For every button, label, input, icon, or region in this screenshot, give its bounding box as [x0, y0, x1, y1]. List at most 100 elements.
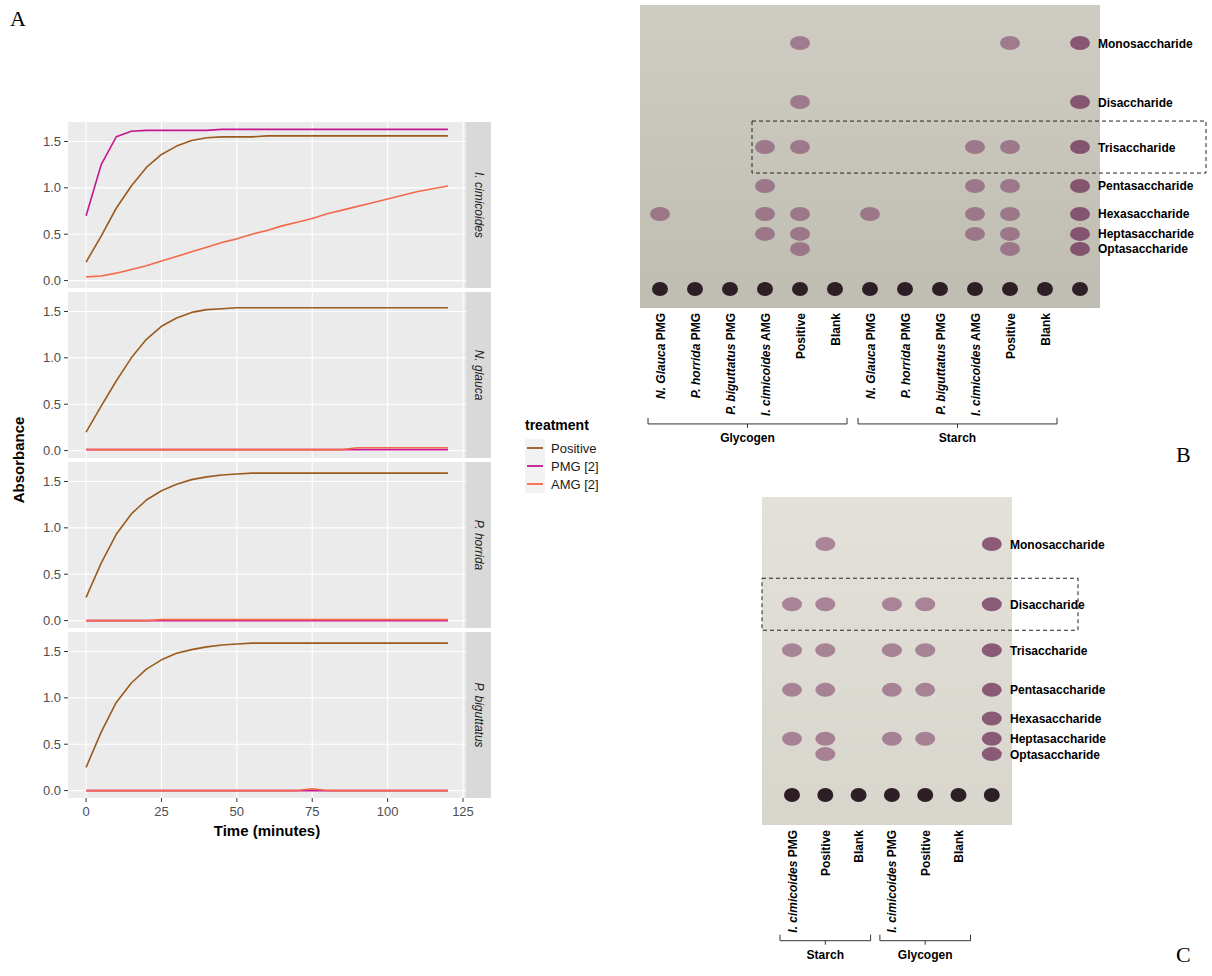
grid-line: [387, 632, 388, 798]
grid-line: [86, 292, 87, 458]
plot-background: [68, 462, 466, 628]
species: I. cimicoides: [759, 344, 773, 416]
tick: [64, 697, 68, 698]
tick-label: 0.0: [43, 273, 61, 288]
series-line: [86, 789, 448, 791]
lane-label: P. horrida PMG: [689, 313, 703, 398]
tlc-spot: [915, 683, 935, 697]
tlc-spot: [790, 95, 810, 109]
tlc-spot: [815, 643, 835, 657]
grid-line: [462, 292, 463, 458]
tick-label: 1.5: [43, 304, 61, 319]
lane-label: P. biguttatus PMG: [934, 313, 948, 415]
grid-line: [161, 632, 162, 798]
grid-line: [462, 462, 463, 628]
plot-background: [68, 632, 466, 798]
tlc-spot: [1000, 36, 1020, 50]
tlc-spot: [790, 242, 810, 256]
grid-line: [68, 527, 466, 528]
lane-label: P. horrida PMG: [899, 313, 913, 398]
ladder-spot: [982, 711, 1002, 725]
tick-label: 50: [230, 804, 244, 819]
lane-label: Positive: [919, 830, 933, 876]
tlc-spot: [815, 747, 835, 761]
species: P. horrida: [899, 343, 913, 398]
tick: [312, 798, 313, 802]
lines: [86, 473, 448, 620]
band-label: Monosaccharide: [1098, 37, 1193, 51]
grid-line: [462, 122, 463, 288]
origin-spot: [757, 282, 773, 296]
series-line: [86, 643, 448, 767]
origin-spot: [792, 282, 808, 296]
tick: [86, 798, 87, 802]
tlc-spot: [965, 179, 985, 193]
ladder-spot: [1070, 140, 1090, 154]
grid-line: [236, 122, 237, 288]
tlc-spot: [782, 597, 802, 611]
band-label: Trisaccharide: [1098, 141, 1176, 155]
lines: [86, 308, 448, 450]
origin-spot: [884, 788, 900, 802]
tlc-spot: [915, 597, 935, 611]
series-line: [86, 136, 448, 262]
band-label: Pentasaccharide: [1098, 179, 1194, 193]
ladder-spot: [982, 537, 1002, 551]
origin-spot: [897, 282, 913, 296]
group-bracket: [648, 418, 847, 424]
tlc-spot: [1000, 242, 1020, 256]
band-label: Heptasaccharide: [1098, 227, 1194, 241]
tlc-spot: [755, 207, 775, 221]
tlc-spot: [965, 227, 985, 241]
grid-line: [68, 744, 466, 745]
band-label: Heptasaccharide: [1010, 732, 1106, 746]
legend-swatch: [527, 465, 543, 467]
group-bracket: [858, 418, 1057, 424]
tlc-plate: I. cimicoides PMGPositiveBlankI. cimicoi…: [762, 497, 1106, 962]
tlc-spot: [782, 683, 802, 697]
group-bracket-tick: [825, 941, 826, 945]
grid-line: [462, 632, 463, 798]
tick-label: 0.5: [43, 227, 61, 242]
origin-spot: [984, 788, 1000, 802]
lines: [86, 643, 448, 790]
lane-label: I. cimicoides PMG: [885, 830, 899, 933]
band-label: Hexasaccharide: [1010, 712, 1102, 726]
grid-line: [86, 632, 87, 798]
tlc-spot: [755, 140, 775, 154]
tick-label: 1.5: [43, 644, 61, 659]
facet-title: I. cimicoides: [472, 172, 486, 238]
tick-label: 0.0: [43, 783, 61, 798]
grid-line: [86, 122, 87, 288]
tlc-spot: [882, 597, 902, 611]
tick: [64, 141, 68, 142]
tlc-spot: [1000, 140, 1020, 154]
panel-label: C: [1176, 942, 1191, 967]
ladder-spot: [982, 747, 1002, 761]
origin-spot: [687, 282, 703, 296]
ladder-spot: [1070, 179, 1090, 193]
highlight-box: [752, 121, 1206, 173]
facet-title: N. glauca: [472, 350, 486, 401]
grid-line: [236, 292, 237, 458]
ladder-spot: [982, 643, 1002, 657]
tlc-spot: [815, 683, 835, 697]
grid-line: [68, 141, 466, 142]
ladder-spot: [1070, 36, 1090, 50]
facet: 0.00.51.01.5I. cimicoides: [43, 122, 491, 288]
species: P. biguttatus: [934, 343, 948, 414]
legend-label: PMG [2]: [551, 459, 599, 474]
legend-key: [525, 457, 545, 475]
tick-label: 100: [377, 804, 399, 819]
origin-spot: [917, 788, 933, 802]
tick: [64, 574, 68, 575]
ladder-spot: [982, 597, 1002, 611]
band-label: Optasaccharide: [1098, 242, 1188, 256]
enzyme: PMG: [654, 313, 668, 344]
legend-label: AMG [2]: [551, 477, 599, 492]
facet: 0.00.51.01.5P. biguttatus0255075100125: [43, 632, 491, 819]
grid-line: [86, 462, 87, 628]
ladder-spot: [1070, 227, 1090, 241]
grid-line: [68, 187, 466, 188]
tick: [64, 744, 68, 745]
